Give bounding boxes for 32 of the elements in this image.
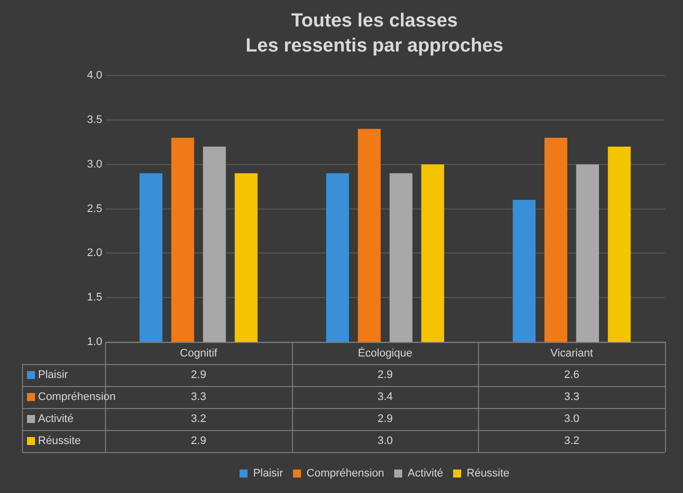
text: Réussite [38, 435, 81, 448]
chart-title: Toutes les classes [291, 10, 458, 32]
y-tick-label: 3.0 [86, 158, 102, 170]
y-tick-label: 1.0 [86, 336, 102, 348]
data-label: 2.9 [190, 435, 206, 448]
x-tick-label: Cognitif [180, 348, 218, 360]
legend-label: Activité [408, 468, 444, 480]
chart-subtitle: Les ressentis par approches [246, 35, 504, 56]
data-label: 3.0 [564, 413, 580, 426]
y-tick-label: 1.5 [86, 292, 102, 304]
data-label: 3.2 [190, 413, 206, 426]
x-tick-label: Écologique [358, 346, 412, 360]
y-tick-label: 2.5 [86, 202, 102, 215]
data-label: 2.9 [377, 369, 393, 382]
legend-label: Compréhension [306, 468, 384, 480]
x-tick-label: Vicariant [550, 348, 594, 360]
data-label: 2.6 [564, 369, 580, 382]
y-tick-label: 4.0 [86, 70, 102, 82]
text: Activité [38, 413, 74, 426]
text: Plaisir [38, 369, 68, 382]
data-label: 3.0 [377, 435, 393, 448]
data-label: 2.9 [377, 413, 393, 426]
data-label: 3.3 [564, 391, 580, 404]
data-label: 3.2 [564, 435, 580, 448]
data-label: 2.9 [190, 369, 206, 382]
legend-label: Plaisir [253, 468, 284, 480]
text: Compréhension [38, 391, 116, 404]
data-label: 3.4 [377, 391, 393, 404]
y-tick-label: 2.0 [86, 247, 102, 260]
data-label: 3.3 [190, 391, 206, 404]
legend-label: Réussite [466, 468, 510, 480]
y-tick-label: 3.5 [86, 114, 102, 126]
